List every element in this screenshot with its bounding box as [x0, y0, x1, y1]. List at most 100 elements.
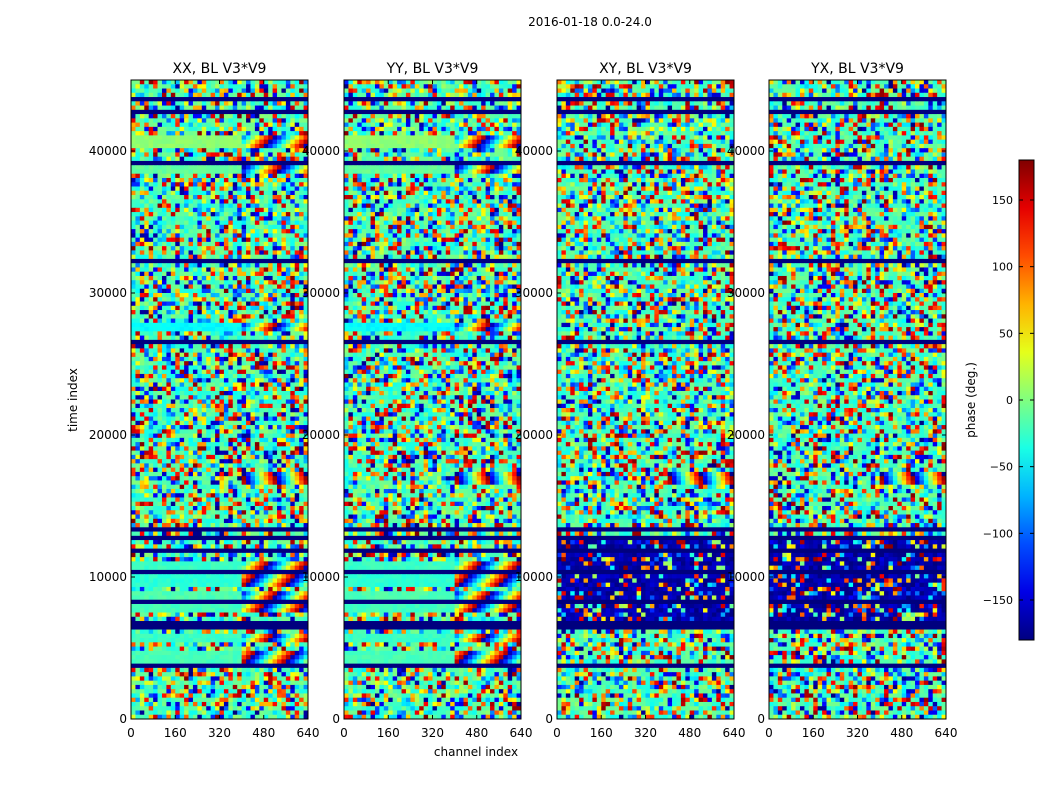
heatmap-cell: [255, 246, 260, 251]
heatmap-cell: [268, 297, 273, 302]
heatmap-cell: [135, 293, 140, 298]
heatmap-cell: [299, 93, 304, 98]
heatmap-cell: [224, 314, 229, 319]
heatmap-cell: [144, 357, 149, 362]
heatmap-cell: [140, 152, 145, 157]
heatmap-cell: [290, 221, 295, 226]
heatmap-cell: [290, 84, 295, 89]
heatmap-cell: [189, 199, 194, 204]
heatmap-cell: [206, 310, 211, 315]
heatmap-cell: [180, 319, 185, 324]
heatmap-cell: [184, 208, 189, 213]
heatmap-cell: [206, 280, 211, 285]
heatmap-cell: [295, 310, 300, 315]
heatmap-cell: [250, 276, 255, 281]
heatmap-cell: [211, 263, 216, 268]
heatmap-cell: [140, 204, 145, 209]
heatmap-cell: [286, 297, 291, 302]
heatmap-cell: [228, 199, 233, 204]
heatmap-cell: [162, 140, 167, 145]
heatmap-cell: [290, 306, 295, 311]
heatmap-cell: [166, 225, 171, 230]
heatmap-cell: [197, 310, 202, 315]
heatmap-cell: [237, 178, 242, 183]
heatmap-cell: [242, 152, 247, 157]
heatmap-cell: [273, 280, 278, 285]
heatmap-cell: [202, 348, 207, 353]
heatmap-cell: [206, 204, 211, 209]
heatmap-cell: [131, 348, 136, 353]
heatmap-cell: [299, 336, 304, 341]
heatmap-cell: [273, 199, 278, 204]
heatmap-cell: [277, 272, 282, 277]
heatmap-cell: [295, 80, 300, 85]
heatmap-cell: [224, 280, 229, 285]
heatmap-cell: [175, 323, 180, 328]
heatmap-cell: [202, 225, 207, 230]
heatmap-cell: [189, 293, 194, 298]
heatmap-cell: [215, 187, 220, 192]
heatmap-cell: [158, 272, 163, 277]
heatmap-cell: [162, 208, 167, 213]
heatmap-cell: [273, 319, 278, 324]
heatmap-cell: [281, 255, 286, 260]
heatmap-cell: [277, 135, 282, 140]
heatmap-cell: [246, 276, 251, 281]
heatmap-cell: [197, 319, 202, 324]
heatmap-cell: [255, 140, 260, 145]
heatmap-cell: [162, 267, 167, 272]
heatmap-cell: [153, 216, 158, 221]
heatmap-cell: [211, 187, 216, 192]
heatmap-cell: [233, 225, 238, 230]
heatmap-cell: [273, 216, 278, 221]
heatmap-cell: [193, 365, 198, 370]
heatmap-cell: [290, 263, 295, 268]
heatmap-cell: [281, 204, 286, 209]
heatmap-cell: [144, 297, 149, 302]
heatmap-cell: [171, 144, 176, 149]
heatmap-cell: [193, 199, 198, 204]
heatmap-cell: [255, 118, 260, 123]
heatmap-cell: [202, 297, 207, 302]
heatmap-cell: [250, 348, 255, 353]
heatmap-cell: [153, 255, 158, 260]
heatmap-cell: [233, 348, 238, 353]
heatmap-cell: [286, 272, 291, 277]
heatmap-cell: [220, 310, 225, 315]
heatmap-cell: [215, 280, 220, 285]
heatmap-cell: [228, 182, 233, 187]
heatmap-cell: [135, 267, 140, 272]
heatmap-cell: [193, 84, 198, 89]
heatmap-cell: [162, 135, 167, 140]
heatmap-cell: [211, 127, 216, 132]
heatmap-cell: [175, 208, 180, 213]
heatmap-cell: [189, 221, 194, 226]
heatmap-cell: [242, 370, 247, 375]
heatmap-cell: [180, 365, 185, 370]
heatmap-cell: [180, 127, 185, 132]
heatmap-cell: [264, 250, 269, 255]
heatmap-cell: [273, 229, 278, 234]
flagged-row: [131, 340, 308, 345]
heatmap-cell: [202, 306, 207, 311]
heatmap-cell: [149, 93, 154, 98]
heatmap-cell: [295, 131, 300, 136]
heatmap-cell: [259, 267, 264, 272]
heatmap-cell: [259, 314, 264, 319]
heatmap-cell: [246, 327, 251, 332]
heatmap-cell: [220, 216, 225, 221]
heatmap-cell: [206, 289, 211, 294]
heatmap-cell: [237, 144, 242, 149]
heatmap-cell: [135, 221, 140, 226]
heatmap-cell: [135, 199, 140, 204]
heatmap-cell: [228, 242, 233, 247]
heatmap-cell: [131, 182, 136, 187]
heatmap-cell: [175, 272, 180, 277]
heatmap-cell: [220, 89, 225, 94]
heatmap-cell: [131, 267, 136, 272]
heatmap-cell: [228, 191, 233, 196]
heatmap-cell: [180, 370, 185, 375]
heatmap-cell: [180, 93, 185, 98]
heatmap-cell: [277, 221, 282, 226]
heatmap-cell: [237, 148, 242, 153]
